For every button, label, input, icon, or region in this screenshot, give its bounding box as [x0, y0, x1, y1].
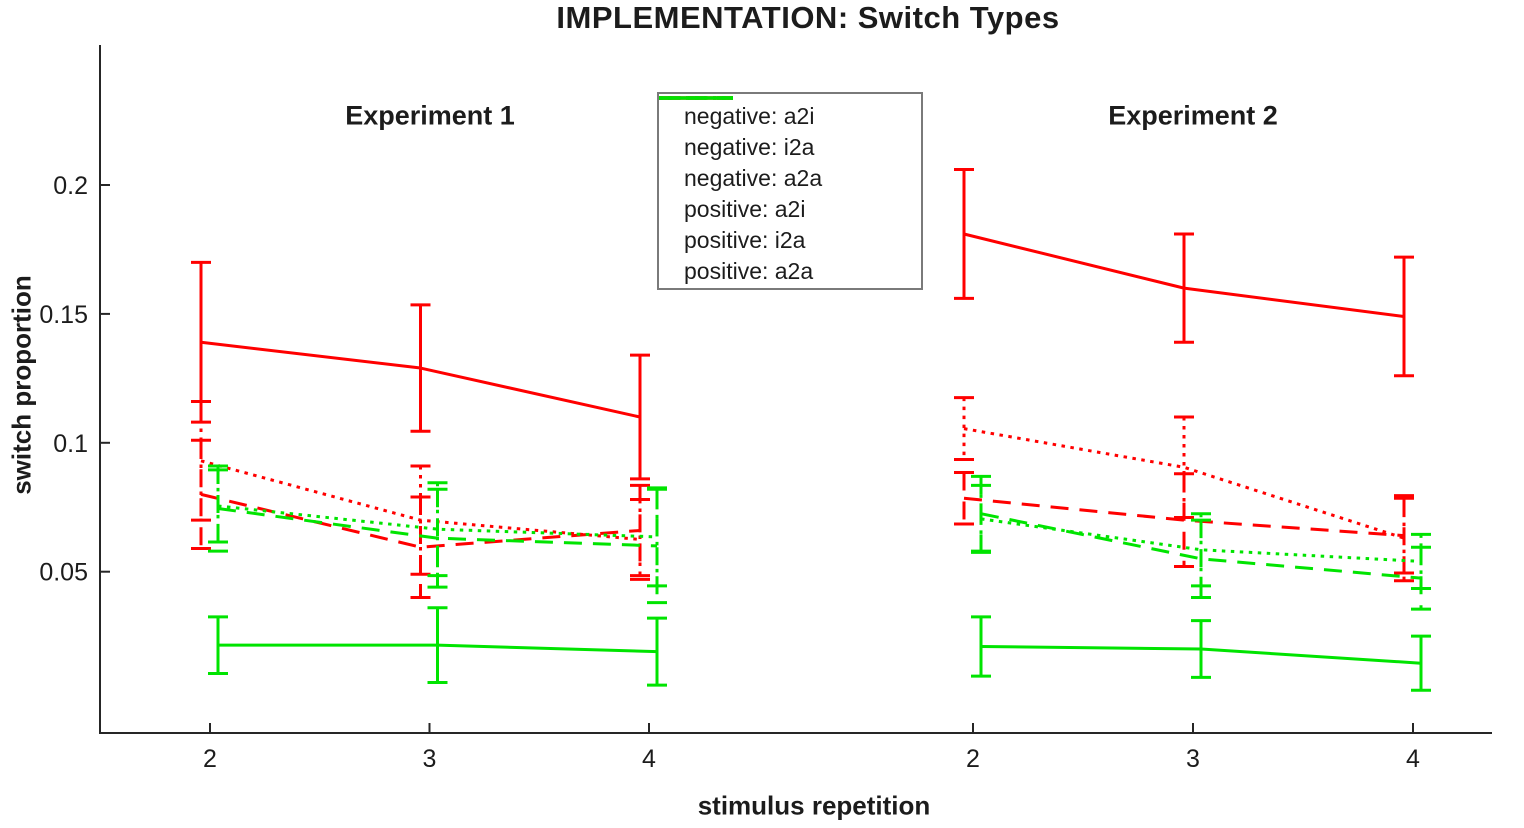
series-positive-a2i-line: [217, 507, 658, 548]
chart-title: IMPLEMENTATION: Switch Types: [556, 0, 1060, 35]
panel-title-experiment-2: Experiment 2: [1108, 100, 1278, 131]
panel-title-experiment-1: Experiment 1: [345, 100, 515, 131]
x-tick-label: 2: [203, 745, 217, 773]
series-negative-i2a-line: [200, 459, 641, 541]
x-tick-label: 4: [642, 745, 656, 773]
legend-label: negative: i2a: [684, 134, 815, 160]
series-positive-a2a-line: [980, 644, 1422, 665]
legend-label: positive: i2a: [684, 227, 806, 253]
legend-entry-negative-a2i: negative: a2i: [659, 96, 921, 132]
legend-label: positive: a2i: [684, 196, 806, 222]
legend-entry-positive-a2a: positive: a2a: [659, 96, 921, 287]
y-tick-label: 0.2: [53, 172, 88, 200]
legend-label: negative: a2a: [684, 165, 823, 191]
series-negative-a2a-line: [963, 232, 1405, 318]
x-tick-label: 4: [1406, 745, 1420, 773]
legend-label: negative: a2i: [684, 103, 815, 129]
x-tick-label: 3: [1186, 745, 1200, 773]
x-axis-label: stimulus repetition: [697, 790, 931, 821]
y-tick-label: 0.1: [53, 430, 88, 458]
legend-entry-positive-a2i: positive: a2i: [659, 96, 921, 225]
series-negative-a2i-line: [963, 496, 1405, 538]
y-tick-label: 0.15: [39, 301, 88, 329]
series-positive-a2a-line: [218, 643, 658, 654]
y-tick-label: 0.05: [39, 559, 88, 587]
series-negative-i2a-line: [963, 427, 1405, 540]
legend-entry-negative-a2a: negative: a2a: [659, 96, 921, 194]
legend-entry-positive-i2a: positive: i2a: [659, 96, 921, 256]
legend-label: positive: a2a: [684, 258, 814, 284]
series-negative-a2a-line: [200, 340, 641, 419]
legend-line-sample-solid: [659, 96, 733, 100]
series-positive-i2a-line: [217, 504, 658, 539]
x-tick-label: 3: [423, 745, 437, 773]
series-positive-i2a-line: [980, 517, 1422, 563]
x-tick-label: 2: [966, 745, 980, 773]
legend-entry-negative-i2a: negative: i2a: [659, 96, 921, 163]
y-axis-label: switch proportion: [6, 275, 37, 495]
legend: negative: a2i negative: i2a negative: a2a p…: [657, 92, 923, 290]
